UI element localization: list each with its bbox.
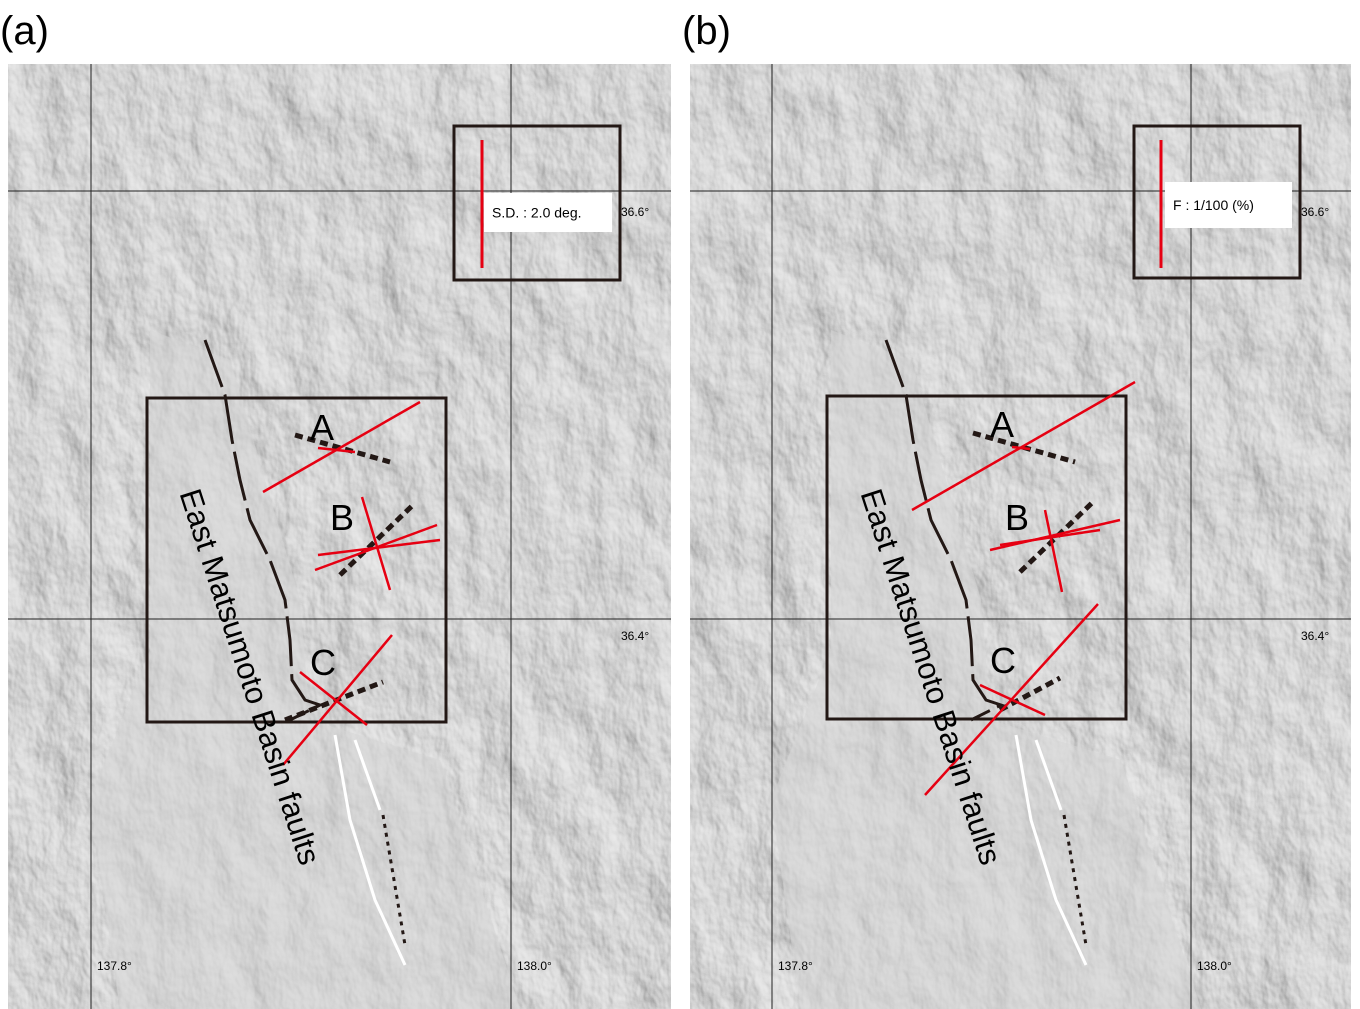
figure: (a) 36.6° 36.4° 137.8° 138.0° S.D. : 2.0 deg.… bbox=[0, 0, 1360, 1009]
longitude-label: 138.0° bbox=[517, 959, 552, 973]
legend-text: S.D. : 2.0 deg. bbox=[492, 205, 582, 221]
site-label: A bbox=[310, 407, 334, 448]
legend-text: F : 1/100 (%) bbox=[1173, 197, 1254, 213]
panel-label: (b) bbox=[682, 9, 731, 53]
latitude-label: 36.4° bbox=[621, 629, 649, 643]
site-label: A bbox=[990, 404, 1014, 445]
map-panel: (a) 36.6° 36.4° 137.8° 138.0° S.D. : 2.0 deg.… bbox=[0, 9, 671, 1009]
site-label: C bbox=[310, 642, 336, 683]
longitude-label: 138.0° bbox=[1197, 959, 1232, 973]
latitude-label: 36.4° bbox=[1301, 629, 1329, 643]
panel-label: (a) bbox=[0, 9, 49, 53]
map-panel: (b) 36.6° 36.4° 137.8° 138.0° F : 1/100 (%) A B… bbox=[682, 9, 1351, 1009]
longitude-label: 137.8° bbox=[97, 959, 132, 973]
latitude-label: 36.6° bbox=[621, 205, 649, 219]
longitude-label: 137.8° bbox=[778, 959, 813, 973]
site-label: B bbox=[330, 497, 354, 538]
site-label: B bbox=[1005, 497, 1029, 538]
latitude-label: 36.6° bbox=[1301, 205, 1329, 219]
site-label: C bbox=[990, 640, 1016, 681]
